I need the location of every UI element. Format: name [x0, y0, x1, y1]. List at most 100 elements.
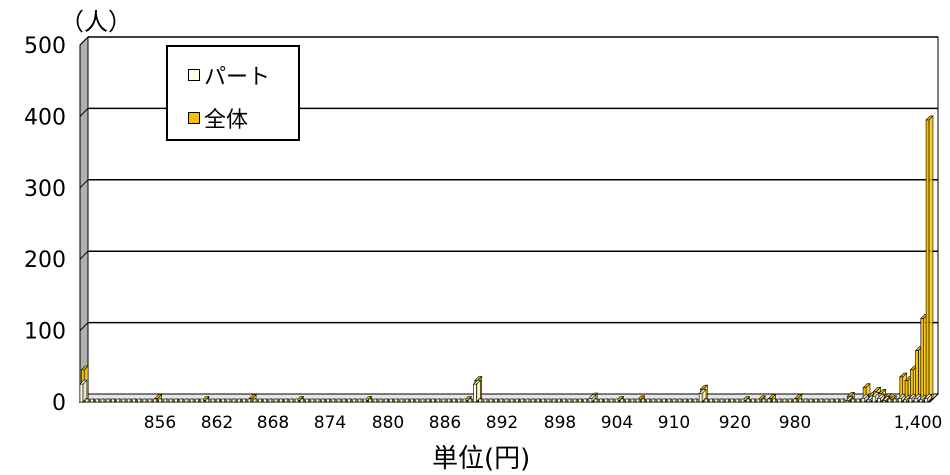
bar-part-138 [804, 399, 807, 402]
bar-part-21 [190, 399, 193, 402]
bar-part-121 [715, 399, 718, 402]
bar-part-151 [872, 396, 875, 402]
bar-part-120 [710, 399, 713, 402]
x-axis-title: 単位(円) [432, 438, 530, 475]
x-tick-label: 874 [314, 413, 346, 433]
bar-part-7 [117, 399, 120, 402]
bar-part-51 [348, 399, 351, 402]
bar-part-147 [851, 399, 854, 402]
bar-part-135 [788, 399, 791, 402]
y-tick-label: 200 [24, 248, 66, 273]
bar-part-100 [605, 399, 608, 402]
bar-part-143 [830, 399, 833, 402]
legend-label-part: パート [204, 59, 270, 91]
legend: パート 全体 [166, 45, 300, 141]
bar-part-26 [216, 399, 219, 402]
bar-part-2 [90, 399, 93, 402]
x-tick-label: 886 [429, 413, 461, 433]
bar-part-95 [578, 399, 581, 402]
bar-part-136 [794, 399, 797, 402]
bar-part-47 [327, 399, 330, 402]
x-tick-label: 862 [201, 413, 233, 433]
bar-part-123 [725, 399, 728, 402]
bar-part-161 [925, 398, 928, 402]
x-tick-label: 920 [719, 413, 751, 433]
bar-part-30 [237, 399, 240, 402]
bar-part-131 [767, 399, 770, 402]
bar-part-105 [631, 399, 634, 402]
bar-part-43 [306, 399, 309, 402]
legend-label-total: 全体 [204, 102, 248, 134]
bar-part-96 [584, 399, 587, 402]
bar-part-152 [878, 398, 881, 402]
bar-part-97 [589, 398, 592, 402]
bar-part-150 [867, 400, 870, 402]
bar-part-58 [384, 399, 387, 402]
bar-part-18 [174, 399, 177, 402]
bar-part-139 [809, 399, 812, 402]
bar-part-118 [699, 393, 702, 402]
bar-part-112 [668, 399, 671, 402]
bar-part-98 [594, 399, 597, 402]
bar-part-42 [300, 399, 303, 402]
bar-part-50 [342, 399, 345, 402]
bar-part-146 [846, 401, 849, 402]
bar-part-22 [195, 399, 198, 402]
bar-part-82 [510, 399, 513, 402]
x-tick-label: 904 [601, 413, 633, 433]
bar-part-128 [752, 399, 755, 402]
bar-part-73 [463, 399, 466, 402]
bar-part-68 [437, 399, 440, 402]
legend-swatch-total [188, 112, 200, 124]
y-axis-unit-label: （人） [60, 2, 132, 37]
bar-part-113 [673, 399, 676, 402]
bar-part-159 [914, 398, 917, 402]
bar-part-79 [495, 399, 498, 402]
bar-part-49 [337, 399, 340, 402]
bar-part-158 [909, 398, 912, 402]
bar-total-160 [921, 318, 924, 402]
bar-part-5 [106, 399, 109, 402]
bar-part-76 [479, 399, 482, 402]
bar-part-16 [164, 399, 167, 402]
x-tick-label: 880 [372, 413, 404, 433]
bar-part-31 [243, 399, 246, 402]
y-tick-label: 300 [24, 177, 66, 202]
bar-part-40 [290, 399, 293, 402]
bar-part-61 [400, 399, 403, 402]
bar-part-81 [505, 399, 508, 402]
bar-part-56 [374, 399, 377, 402]
bar-part-20 [185, 399, 188, 402]
bar-part-107 [641, 399, 644, 402]
bar-part-104 [626, 399, 629, 402]
bar-part-17 [169, 399, 172, 402]
legend-swatch-part [188, 69, 200, 81]
x-tick-label: 898 [544, 413, 576, 433]
bar-part-108 [647, 399, 650, 402]
bar-part-99 [599, 399, 602, 402]
bar-part-72 [458, 399, 461, 402]
bar-part-124 [731, 399, 734, 402]
bar-part-44 [311, 399, 314, 402]
bar-part-1 [85, 399, 88, 402]
y-tick-label: 0 [52, 391, 66, 416]
bar-part-64 [416, 399, 419, 402]
bar-part-141 [820, 399, 823, 402]
bar-part-13 [148, 399, 151, 402]
bar-part-36 [269, 399, 272, 402]
bar-part-91 [557, 399, 560, 402]
bar-part-119 [704, 399, 707, 402]
bar-part-45 [316, 399, 319, 402]
bar-part-74 [468, 399, 471, 402]
bar-part-71 [453, 399, 456, 402]
bar-part-83 [515, 399, 518, 402]
bar-part-25 [211, 399, 214, 402]
bar-part-15 [159, 399, 162, 402]
x-tick-label: 868 [257, 413, 289, 433]
bar-part-116 [689, 399, 692, 402]
bar-total-161 [926, 120, 929, 402]
bar-part-34 [258, 399, 261, 402]
bar-part-10 [132, 399, 135, 402]
bar-part-148 [857, 399, 860, 402]
bar-part-32 [248, 399, 251, 402]
